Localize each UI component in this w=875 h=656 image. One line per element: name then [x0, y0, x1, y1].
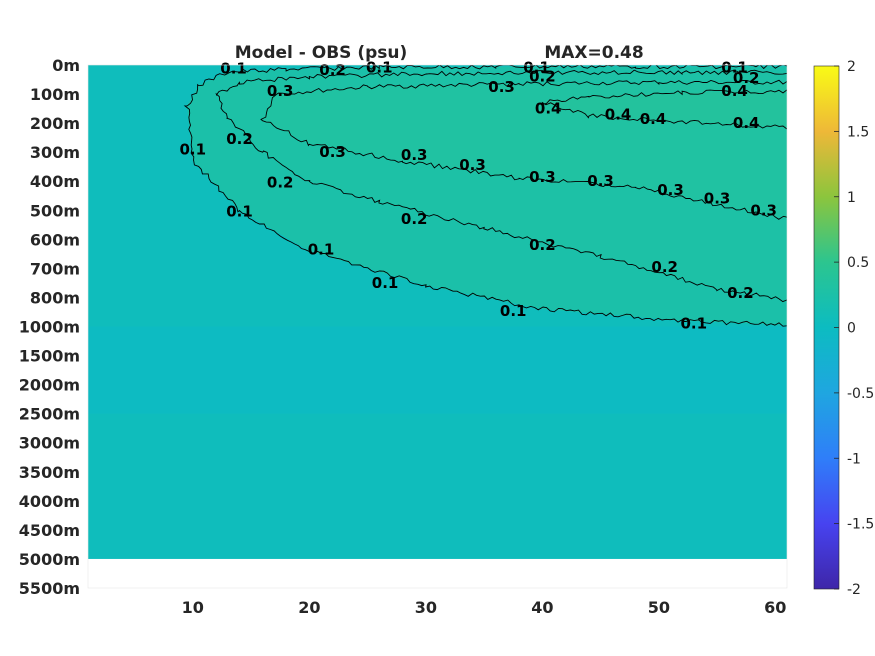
colorbar-tick-label: 0: [847, 321, 856, 337]
contour-label: 0.2: [529, 236, 556, 254]
max-label: MAX=0.48: [544, 43, 643, 63]
x-tick-label: 50: [648, 598, 670, 617]
chart-title: Model - OBS (psu): [235, 43, 408, 63]
y-tick-label: 100m: [30, 85, 80, 104]
contour-label: 0.2: [319, 61, 346, 79]
y-tick-label: 4500m: [19, 521, 80, 540]
y-tick-label: 1500m: [19, 347, 80, 366]
x-tick-label: 60: [764, 598, 786, 617]
contour-label: 0.1: [366, 58, 393, 76]
contour-label: 0.2: [727, 284, 754, 302]
contour-label: 0.3: [657, 181, 684, 199]
contour-label: 0.1: [226, 203, 253, 221]
x-axis-tick-labels: 10 20 30 40 50 60: [182, 598, 787, 617]
contour-label: 0.2: [529, 68, 556, 86]
contour-label: 0.2: [401, 210, 428, 228]
contour-line-0.1: [183, 65, 787, 327]
y-tick-label: 3000m: [19, 434, 80, 453]
contour-label: 0.1: [681, 315, 708, 333]
plot-frame: [87, 64, 788, 589]
y-tick-label: 600m: [30, 230, 80, 249]
contour-label: 0.4: [721, 82, 748, 100]
contour-label: 0.3: [488, 78, 515, 96]
contour-label: 0.3: [529, 168, 556, 186]
y-tick-label: 800m: [30, 288, 80, 307]
contour-label: 0.1: [721, 58, 748, 76]
contour-label: 0.4: [733, 114, 760, 132]
y-tick-label: 5000m: [19, 550, 80, 569]
colorbar-tick-label: -1: [847, 451, 861, 467]
y-tick-label: 500m: [30, 201, 80, 220]
contour-label: 0.1: [372, 274, 399, 292]
y-tick-label: 400m: [30, 172, 80, 191]
contour-label: 0.1: [220, 60, 247, 78]
contour-line-0.4: [541, 89, 787, 130]
x-tick-label: 30: [415, 598, 437, 617]
y-tick-label: 300m: [30, 143, 80, 162]
field-deep-band: [88, 326, 787, 414]
contour-label: 0.3: [587, 172, 614, 190]
colorbar-tick-label: 2: [847, 59, 856, 75]
colorbar-tick-label: -1.5: [847, 517, 874, 533]
y-tick-label: 200m: [30, 114, 80, 133]
x-tick-label: 40: [531, 598, 553, 617]
contour-label: 0.3: [267, 82, 294, 100]
y-tick-label: 2500m: [19, 405, 80, 424]
contour-label: 0.3: [401, 146, 428, 164]
contour-label: 0.3: [750, 201, 777, 219]
colorbar-tick-label: 1: [847, 190, 856, 206]
colorbar-tick-label: -0.5: [847, 386, 874, 402]
x-tick-label: 10: [182, 598, 204, 617]
x-tick-label: 20: [298, 598, 320, 617]
plot-area: 0.1 0.2 0.1 0.1 0.10.3 0.30.2 0.20.40.4 0.4 0.4 0…: [87, 58, 788, 589]
contour-label: 0.2: [267, 174, 294, 192]
y-tick-label: 0m: [52, 56, 80, 75]
y-tick-label: 5500m: [19, 579, 80, 598]
contour-label: 0.4: [605, 105, 632, 123]
y-tick-label: 700m: [30, 259, 80, 278]
colorbar: 2 1.5 1 0.5 0 -0.5 -1 -1.5 -2: [813, 59, 874, 598]
y-tick-label: 4000m: [19, 492, 80, 511]
y-tick-label: 3500m: [19, 463, 80, 482]
contour-label: 0.4: [640, 110, 667, 128]
fill-region-3: [542, 65, 787, 128]
contour-label: 0.1: [180, 140, 207, 158]
no-data-region: [88, 561, 787, 588]
contour-label: 0.3: [704, 190, 731, 208]
contour-label: 0.2: [226, 130, 253, 148]
contour-label: 0.2: [651, 258, 678, 276]
y-tick-label: 2000m: [19, 376, 80, 395]
y-axis-tick-labels: 0m 100m 200m 300m 400m 500m 600m 700m 800m 1000m 1…: [19, 56, 80, 598]
contour-line-0.3: [260, 79, 787, 220]
contour-label: 0.3: [459, 156, 486, 174]
contour-label: 0.1: [308, 241, 335, 259]
contour-label: 0.4: [535, 100, 562, 118]
colorbar-tick-label: 1.5: [847, 124, 869, 140]
colorbar-tick-label: -2: [847, 582, 861, 598]
contour-label: 0.3: [319, 143, 346, 161]
contour-label: 0.2: [733, 69, 760, 87]
contour-label: 0.1: [500, 302, 527, 320]
y-tick-label: 1000m: [19, 318, 80, 337]
contour-line-0.2: [215, 69, 787, 303]
colorbar-tick-label: 0.5: [847, 255, 869, 271]
contour-label: 0.1: [523, 58, 550, 76]
